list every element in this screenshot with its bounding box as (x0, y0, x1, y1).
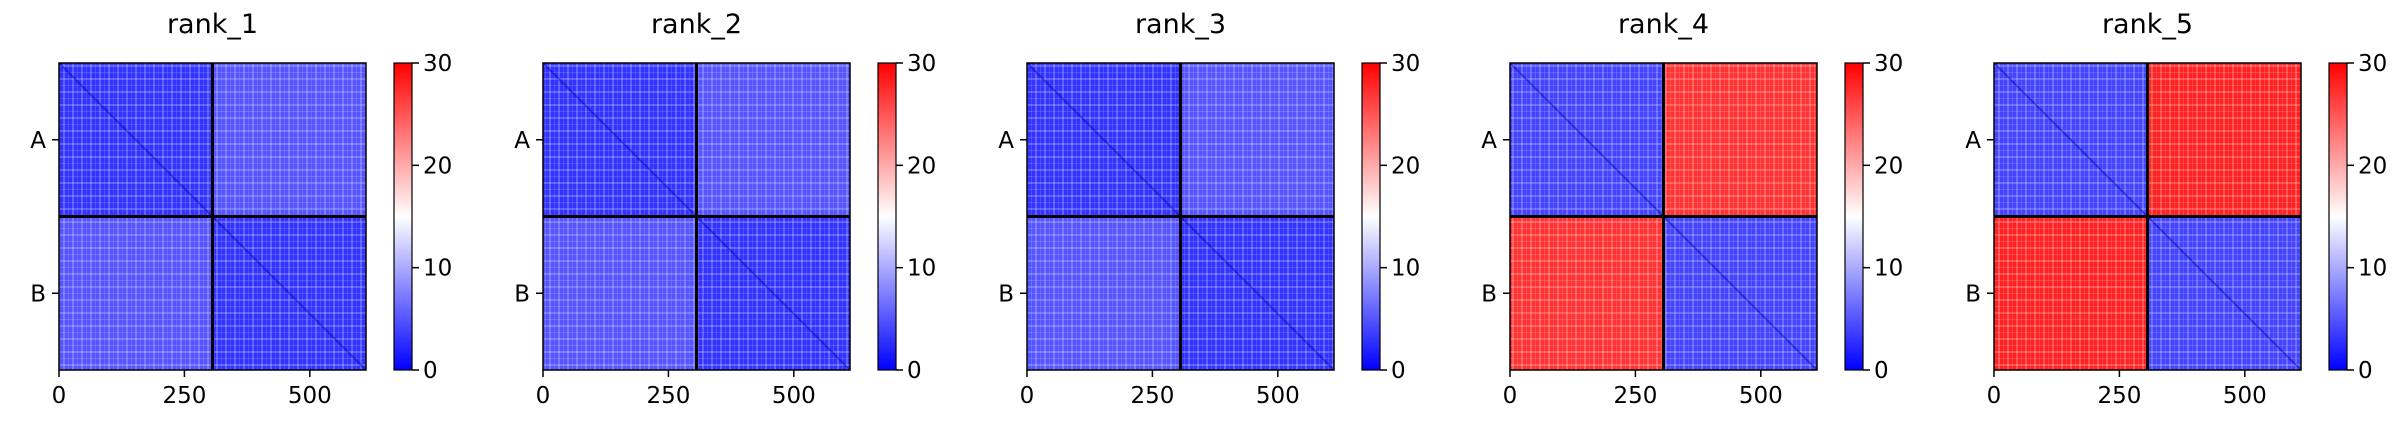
colorbar-tick-label: 20 (1391, 153, 1420, 179)
x-tick-label: 0 (536, 383, 551, 409)
diagonal-A (542, 62, 698, 218)
colorbar: 0 10 20 30 (1361, 51, 1420, 384)
heatmap-panel-2: rank_2 0 250 500 A B 0 10 20 30 (514, 9, 936, 409)
colorbar-tick-label: 30 (423, 51, 452, 77)
diagonal-B (1179, 215, 1335, 371)
x-tick-label: 500 (2223, 383, 2267, 409)
colorbar-tick-label: 0 (1874, 358, 1889, 384)
colorbar-tick-label: 10 (423, 256, 452, 282)
diagonal-A (1026, 62, 1182, 218)
diagonal-B (1662, 215, 1818, 371)
panel-title: rank_1 (167, 9, 258, 40)
colorbar-tick-label: 10 (1874, 256, 1903, 282)
colorbar-tick-label: 20 (2358, 153, 2387, 179)
colorbar-gradient (2328, 62, 2348, 371)
y-chain-label: B (514, 281, 530, 307)
diagonal-B (695, 215, 851, 371)
diagonal-A (1509, 62, 1665, 218)
colorbar-gradient (1361, 62, 1381, 371)
x-tick-label: 250 (1130, 383, 1174, 409)
x-tick-label: 500 (772, 383, 816, 409)
colorbar-tick-label: 30 (2358, 51, 2387, 77)
colorbar: 0 10 20 30 (393, 51, 452, 384)
y-chain-label: A (1965, 128, 1981, 154)
x-tick-label: 500 (288, 383, 332, 409)
y-chain-label: A (998, 128, 1014, 154)
heatmap-panel-3: rank_3 0 250 500 A B 0 10 20 30 (998, 9, 1420, 409)
colorbar-gradient (393, 62, 413, 371)
colorbar-tick-label: 10 (1391, 256, 1420, 282)
heatmap-panel-5: rank_5 0 250 500 A B 0 10 20 30 (1965, 9, 2387, 409)
colorbar-tick-label: 0 (1391, 358, 1406, 384)
heatmap-frame (542, 62, 851, 371)
x-tick-label: 500 (1256, 383, 1300, 409)
colorbar-gradient (1844, 62, 1864, 371)
y-chain-label: B (998, 281, 1014, 307)
colorbar-tick-label: 30 (1874, 51, 1903, 77)
colorbar: 0 10 20 30 (2328, 51, 2387, 384)
x-tick-label: 0 (1020, 383, 1035, 409)
y-chain-label: A (30, 128, 46, 154)
y-chain-label: A (514, 128, 530, 154)
heatmap-frame (1993, 62, 2302, 371)
heatmap-frame (1026, 62, 1335, 371)
x-tick-label: 0 (1503, 383, 1518, 409)
colorbar-tick-label: 0 (907, 358, 922, 384)
y-chain-label: B (1481, 281, 1497, 307)
colorbar-tick-label: 30 (1391, 51, 1420, 77)
y-chain-label: B (30, 281, 46, 307)
diagonal-A (58, 62, 214, 218)
colorbar-tick-label: 20 (423, 153, 452, 179)
colorbar-tick-label: 10 (2358, 256, 2387, 282)
colorbar-tick-label: 20 (1874, 153, 1903, 179)
diagonal-B (2146, 215, 2302, 371)
colorbar: 0 10 20 30 (877, 51, 936, 384)
colorbar: 0 10 20 30 (1844, 51, 1903, 384)
panel-title: rank_5 (2102, 9, 2193, 40)
diagonal-B (211, 215, 367, 371)
y-chain-label: B (1965, 281, 1981, 307)
colorbar-tick-label: 20 (907, 153, 936, 179)
x-tick-label: 250 (646, 383, 690, 409)
panel-title: rank_3 (1135, 9, 1226, 40)
x-tick-label: 250 (162, 383, 206, 409)
x-tick-label: 250 (2097, 383, 2141, 409)
x-tick-label: 500 (1739, 383, 1783, 409)
x-tick-label: 250 (1613, 383, 1657, 409)
heatmap-panel-4: rank_4 0 250 500 A B 0 10 20 30 (1481, 9, 1903, 409)
colorbar-tick-label: 30 (907, 51, 936, 77)
y-chain-label: A (1481, 128, 1497, 154)
panel-title: rank_2 (651, 9, 742, 40)
colorbar-tick-label: 0 (423, 358, 438, 384)
heatmap-frame (1509, 62, 1818, 371)
diagonal-A (1993, 62, 2149, 218)
colorbar-gradient (877, 62, 897, 371)
x-tick-label: 0 (52, 383, 67, 409)
x-tick-label: 0 (1987, 383, 2002, 409)
heatmap-frame (58, 62, 367, 371)
colorbar-tick-label: 10 (907, 256, 936, 282)
panel-title: rank_4 (1618, 9, 1709, 40)
colorbar-tick-label: 0 (2358, 358, 2373, 384)
heatmap-panel-1: rank_1 0 250 500 A B 0 10 20 30 (30, 9, 452, 409)
